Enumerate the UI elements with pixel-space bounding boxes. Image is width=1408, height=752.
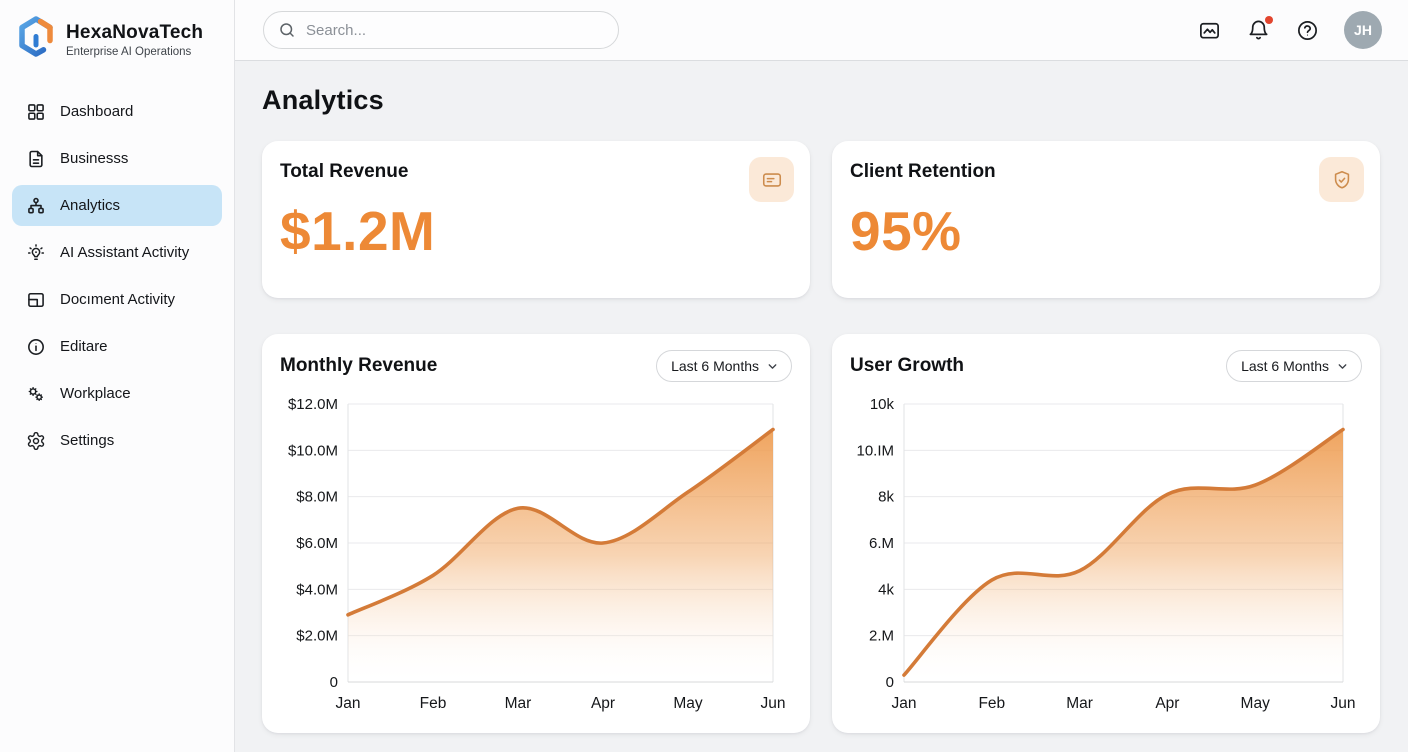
user-growth-chart: 10k 10.IM 8k 6.M 4k 2.M 0 Jan Feb Mar Apr May Jun [856,396,1356,712]
svg-text:0: 0 [330,674,338,691]
info-circle-icon [25,336,47,358]
svg-text:$10.0M: $10.0M [288,442,338,459]
svg-text:$8.0M: $8.0M [296,489,338,506]
layout-panel-icon [25,289,47,311]
shield-check-icon [1319,157,1364,202]
stat-title: Total Revenue [280,161,409,182]
svg-text:Jun: Jun [1331,695,1356,712]
idea-bulb-icon [25,242,47,264]
svg-text:$12.0M: $12.0M [288,396,338,413]
range-label: Last 6 Months [1241,358,1329,374]
sidebar-item-label: Workplace [60,385,131,402]
sidebar-item-label: Analytics [60,197,121,214]
gears-icon [25,383,47,405]
help-icon[interactable] [1295,18,1319,42]
hexanova-logo-icon [14,14,58,65]
svg-text:Jan: Jan [336,695,361,712]
client-retention-card: Client Retention 95% [832,141,1380,298]
svg-text:4k: 4k [878,581,894,598]
sidebar-item-label: Dashboard [60,103,134,120]
stat-title: Client Retention [850,161,996,182]
user-growth-chart-card: User Growth Last 6 Months 10k 10.IM 8k 6.M 4… [832,334,1380,733]
chevron-down-icon [766,360,779,373]
search-box[interactable] [263,11,619,49]
svg-text:Jun: Jun [761,695,786,712]
svg-text:May: May [673,695,703,712]
total-revenue-card: Total Revenue $1.2M [262,141,810,298]
sidebar-item-editare[interactable]: Editare [12,326,222,367]
svg-text:Feb: Feb [420,695,447,712]
svg-text:Apr: Apr [1155,695,1179,712]
svg-text:0: 0 [886,674,894,691]
sidebar-item-analytics[interactable]: Analytics [12,185,222,226]
credit-card-icon [749,157,794,202]
svg-text:6.M: 6.M [869,535,894,552]
sidebar-item-label: Editare [60,338,108,355]
stat-value: $1.2M [280,200,436,262]
svg-text:$4.0M: $4.0M [296,581,338,598]
svg-text:8k: 8k [878,489,894,506]
svg-text:10k: 10k [870,396,895,413]
range-dropdown[interactable]: Last 6 Months [1226,350,1362,382]
chart-title: User Growth [850,355,965,376]
sitemap-icon [25,195,47,217]
range-dropdown[interactable]: Last 6 Months [656,350,792,382]
sidebar-item-label: Settings [60,432,115,449]
gear-icon [25,430,47,452]
chevron-down-icon [1336,360,1349,373]
avatar[interactable]: JH [1344,11,1382,49]
sidebar: HexaNovaTech Enterprise AI Operations Da… [0,0,235,752]
sidebar-item-workplace[interactable]: Workplace [12,373,222,414]
sidebar-item-label: Businesss [60,150,129,167]
grid-icon [25,101,47,123]
chart-title: Monthly Revenue [280,355,438,376]
bell-icon[interactable] [1246,16,1273,42]
image-icon[interactable] [1197,18,1221,42]
brand-tagline: Enterprise AI Operations [66,45,192,58]
search-input[interactable] [306,21,604,39]
range-label: Last 6 Months [671,358,759,374]
svg-text:May: May [1241,695,1271,712]
stat-value: 95% [850,200,962,262]
svg-text:Feb: Feb [978,695,1005,712]
monthly-revenue-chart-card: Monthly Revenue Last 6 Months $12.0M $10.… [262,334,810,733]
svg-text:$2.0M: $2.0M [296,628,338,645]
sidebar-item-dashboard[interactable]: Dashboard [12,91,222,132]
main-content: Analytics Total Revenue $1.2M Client Ret… [235,61,1408,752]
svg-text:10.IM: 10.IM [856,442,894,459]
sidebar-item-label: Docıment Activity [60,291,176,308]
sidebar-item-settings[interactable]: Settings [12,420,222,461]
monthly-revenue-chart: $12.0M $10.0M $8.0M $6.0M $4.0M $2.0M 0 Jan Feb M… [288,396,786,712]
svg-text:Apr: Apr [591,695,615,712]
sidebar-nav: Dashboard Businesss Analytics [12,91,222,461]
svg-text:2.M: 2.M [869,628,894,645]
notification-dot [1265,16,1273,24]
brand: HexaNovaTech Enterprise AI Operations [12,12,222,81]
document-icon [25,148,47,170]
search-icon [278,21,296,39]
sidebar-item-dociment-activity[interactable]: Docıment Activity [12,279,222,320]
topbar: JH [235,0,1408,61]
sidebar-item-ai-assistant-activity[interactable]: AI Assistant Activity [12,232,222,273]
svg-text:$6.0M: $6.0M [296,535,338,552]
svg-text:Mar: Mar [505,695,532,712]
sidebar-item-businesss[interactable]: Businesss [12,138,222,179]
brand-name: HexaNovaTech [66,21,204,43]
page-title: Analytics [262,85,384,115]
sidebar-item-label: AI Assistant Activity [60,244,190,261]
svg-text:Jan: Jan [892,695,917,712]
svg-text:Mar: Mar [1066,695,1093,712]
